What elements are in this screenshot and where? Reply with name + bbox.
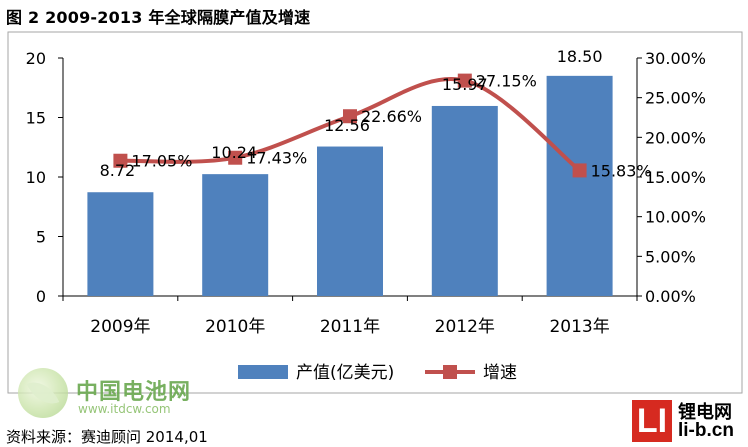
source-note: 资料来源：赛迪顾问 2014,01: [6, 428, 208, 446]
figure-title: 图 2 2009-2013 年全球隔膜产值及增速: [6, 8, 311, 27]
left-tick-label: 15: [26, 109, 46, 128]
bar: [431, 105, 498, 296]
x-tick-label: 2013年: [549, 317, 609, 337]
left-tick-label: 20: [26, 49, 46, 68]
growth-data-label: 27.15%: [476, 72, 537, 91]
left-tick-label: 10: [26, 168, 46, 187]
bar-data-label: 18.50: [557, 47, 603, 66]
itdcw-watermark: 中国电池网 www.itdcw.com: [18, 366, 218, 422]
bar-data-label: 8.72: [100, 161, 136, 180]
li-b-site-name: 锂电网: [678, 402, 732, 423]
chart-frame: [7, 31, 743, 394]
growth-data-label: 17.05%: [131, 152, 192, 171]
left-tick-label: 0: [36, 287, 46, 306]
growth-marker: [228, 150, 243, 165]
legend-swatch-bar: [238, 365, 288, 379]
growth-data-label: 17.43%: [246, 149, 307, 168]
bar-data-label: 10.24: [211, 143, 257, 162]
right-tick-label: 15.00%: [645, 168, 706, 187]
bar: [87, 192, 154, 296]
x-tick-label: 2009年: [90, 317, 150, 337]
li-logo-icon: LI: [632, 400, 672, 442]
legend-swatch-marker: [443, 365, 457, 379]
bar: [546, 75, 613, 296]
legend-label-line: 增速: [483, 363, 517, 383]
x-tick-label: 2012年: [435, 317, 495, 337]
right-tick-label: 20.00%: [645, 128, 706, 147]
bar: [317, 146, 383, 296]
bar: [202, 174, 269, 296]
li-b-watermark: LI 锂电网 li-b.cn: [628, 398, 746, 446]
right-tick-label: 5.00%: [645, 247, 696, 266]
watermark-site-name: 中国电池网: [76, 380, 192, 405]
left-tick-label: 5: [36, 228, 46, 247]
right-tick-label: 25.00%: [645, 89, 706, 108]
x-tick-label: 2010年: [205, 317, 265, 337]
x-tick-label: 2011年: [320, 317, 380, 337]
legend-label-bar: 产值(亿美元): [296, 363, 394, 383]
bar-data-label: 15.97: [442, 75, 488, 94]
right-tick-label: 30.00%: [645, 49, 706, 68]
growth-data-label: 15.83%: [591, 161, 652, 180]
growth-marker: [343, 109, 357, 124]
growth-marker: [457, 73, 472, 88]
growth-marker: [572, 163, 587, 178]
right-tick-label: 10.00%: [645, 208, 706, 227]
bar-data-label: 12.56: [324, 116, 370, 135]
growth-data-label: 22.66%: [361, 107, 422, 126]
growth-marker: [113, 153, 128, 168]
watermark-site-url: www.itdcw.com: [78, 402, 171, 416]
right-tick-label: 0.00%: [645, 287, 696, 306]
li-b-site-url: li-b.cn: [678, 420, 734, 441]
